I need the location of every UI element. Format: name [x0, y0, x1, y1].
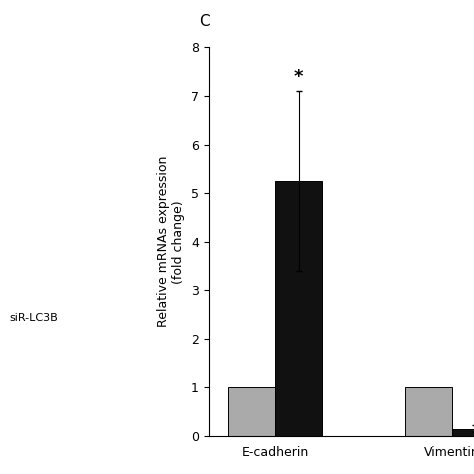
Text: siR-LC3B: siR-LC3B [9, 312, 58, 323]
Bar [405, 388, 452, 436]
Bar [275, 181, 322, 436]
Text: C: C [199, 14, 210, 29]
Bar [228, 388, 275, 436]
Y-axis label: Relative mRNAs expression
(fold change): Relative mRNAs expression (fold change) [157, 156, 185, 328]
Bar [452, 429, 474, 436]
Text: *: * [294, 68, 303, 86]
